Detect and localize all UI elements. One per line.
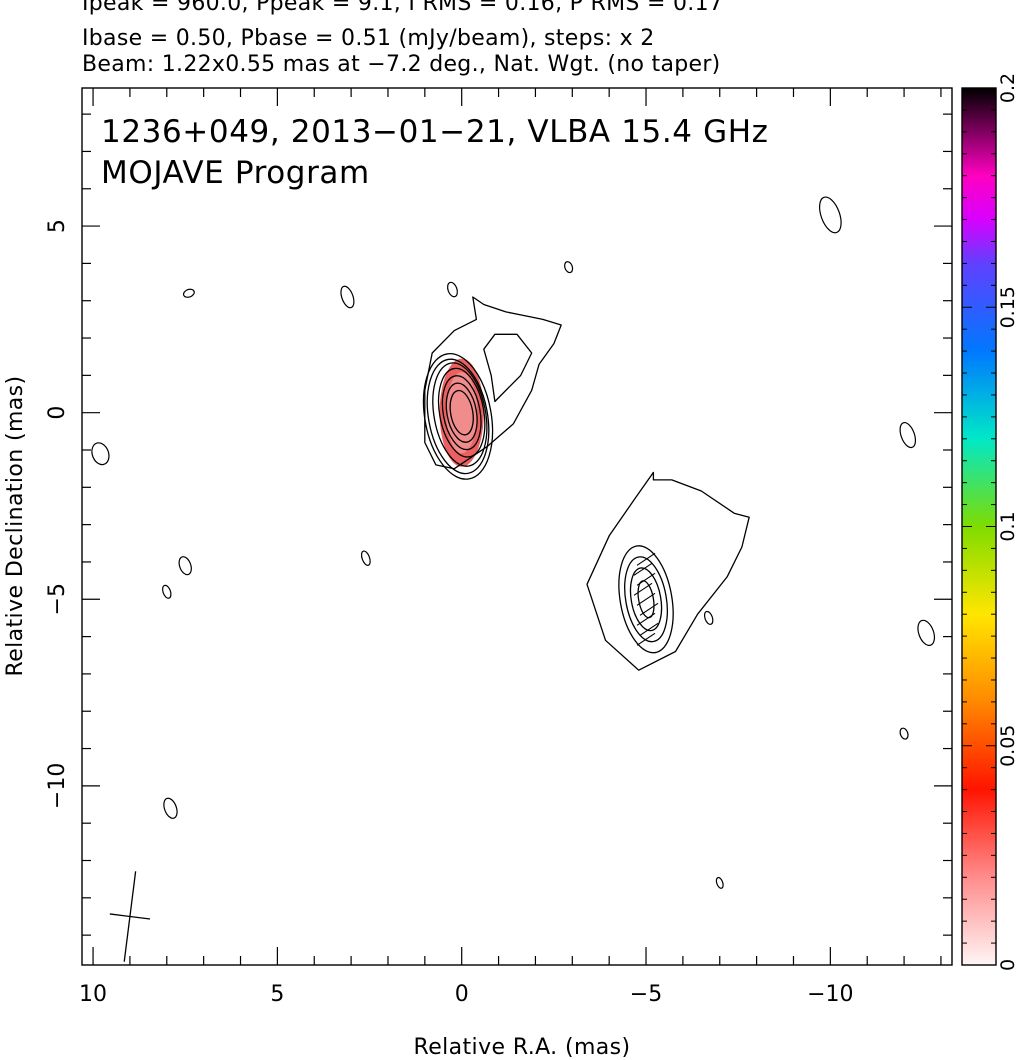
y-tick-label: 5: [45, 219, 70, 233]
component-contour-4: [618, 545, 674, 654]
noise-contour: [818, 196, 842, 234]
core-contour-6: [426, 358, 490, 475]
colorbar-tick-label: 0.2: [997, 73, 1019, 103]
y-tick-label: −10: [45, 763, 70, 809]
polarization-vector: [636, 552, 656, 566]
y-tick-label: −5: [45, 583, 70, 615]
colorbar-tick-label: 0.05: [997, 725, 1019, 767]
polarization-vector: [636, 572, 656, 586]
colorbar-tick-label: 0: [997, 959, 1019, 971]
noise-contour: [178, 556, 192, 576]
x-tick-label: −10: [807, 982, 853, 1007]
x-tick-label: 0: [455, 982, 469, 1007]
noise-contour: [163, 797, 178, 819]
x-tick-label: 10: [79, 982, 107, 1007]
noise-contour: [564, 261, 574, 274]
y-axis-title: Relative Declination (mas): [3, 375, 28, 676]
header-line-1: Ipeak = 960.0, Ppeak = 9.1, I RMS = 0.16…: [82, 0, 724, 16]
noise-contour: [703, 610, 714, 625]
polarization-vector: [636, 592, 656, 606]
x-tick-label: −5: [630, 982, 662, 1007]
colorbar-tick-label: 0.15: [997, 286, 1019, 328]
polarization-vector: [636, 632, 656, 646]
core-contour-7: [422, 353, 494, 480]
core-contour-2: [445, 382, 478, 443]
noise-contour: [899, 421, 917, 449]
component-contour-2: [629, 567, 663, 632]
polarization-vector: [636, 612, 656, 626]
noise-contour: [447, 281, 458, 298]
polarization-vector: [639, 602, 659, 616]
jet-contour-outer: [424, 296, 562, 470]
core-contour-5: [432, 362, 488, 467]
noise-contour: [360, 550, 371, 566]
noise-contour: [182, 288, 195, 298]
core-contour-3: [441, 375, 482, 451]
y-tick-label: 0: [45, 406, 70, 420]
colorbar-tick-label: 0.1: [997, 511, 1019, 541]
noise-contour: [917, 619, 936, 646]
colorbar: 0 0.05 0.1 0.15 0.2: [961, 73, 1019, 971]
plot-area: [91, 196, 936, 962]
polarization-vector: [639, 622, 659, 636]
component-contour-outer: [586, 471, 750, 671]
core-contour-4: [437, 367, 486, 458]
x-axis-title: Relative R.A. (mas): [414, 1035, 631, 1060]
header-line-3: Beam: 1.22x0.55 mas at −7.2 deg., Nat. W…: [82, 52, 721, 77]
noise-contour: [340, 285, 355, 309]
header-line-2: Ibase = 0.50, Pbase = 0.51 (mJy/beam), s…: [82, 26, 655, 51]
noise-contour: [899, 727, 909, 740]
noise-contour: [91, 442, 110, 466]
core-contour-1: [449, 389, 474, 436]
plot-frame: [81, 87, 953, 966]
noise-contour: [162, 584, 172, 599]
polarization-vector: [633, 562, 653, 576]
noise-contour: [715, 876, 724, 889]
component-contour-3: [624, 556, 668, 643]
beam-minor-axis: [109, 913, 151, 920]
x-tick-label: 5: [270, 982, 284, 1007]
chart-subtitle: MOJAVE Program: [101, 155, 370, 191]
chart-title: 1236+049, 2013−01−21, VLBA 15.4 GHz: [101, 114, 768, 150]
jet-contour-inner: [483, 333, 533, 403]
polarization-vector: [633, 582, 653, 596]
